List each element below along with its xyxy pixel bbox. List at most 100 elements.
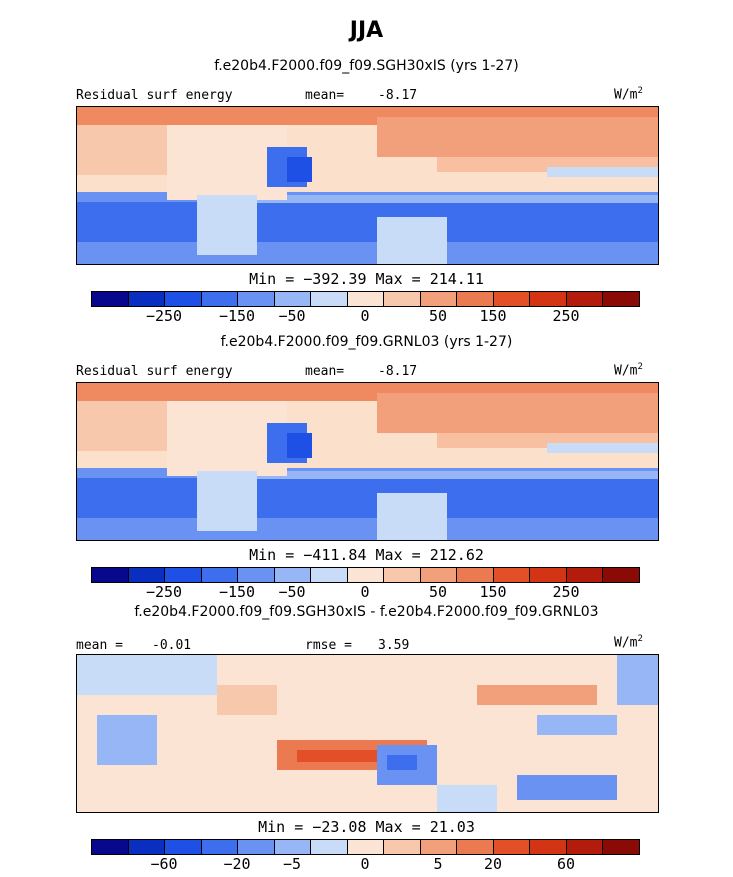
colorbar-swatch	[347, 840, 385, 854]
panel-3-mean-label: mean =	[76, 638, 123, 653]
panel-3-tick: 5	[433, 855, 443, 873]
panel-1-mean-value: -8.17	[378, 88, 418, 103]
panel-3-mean-value: -0.01	[152, 638, 192, 653]
colorbar-swatch	[530, 568, 567, 582]
units-exponent: 2	[637, 362, 643, 372]
panel-2-mean-label: mean=	[305, 364, 345, 379]
colorbar-swatch	[530, 840, 567, 854]
panel-3-map	[76, 654, 659, 813]
colorbar-swatch	[457, 568, 494, 582]
panel-3-units: W/m2	[614, 634, 643, 650]
colorbar-swatch	[274, 292, 312, 306]
units-exponent: 2	[637, 634, 643, 644]
colorbar-swatch	[92, 568, 129, 582]
colorbar-swatch	[274, 840, 312, 854]
colorbar-swatch	[347, 292, 385, 306]
panel-2-tick: 50	[428, 583, 448, 601]
panel-2-min-max: Min = −411.84 Max = 212.62	[249, 546, 484, 564]
colorbar-swatch	[493, 292, 531, 306]
panel-1-colorbar-ticks: −250 −150 −50 0 50 150 250	[91, 307, 640, 325]
panel-1-map	[76, 106, 659, 265]
panel-1-title: f.e20b4.F2000.f09_f09.SGH30xIS (yrs 1-27…	[214, 58, 519, 74]
panel-3-colorbar-ticks: −60 −20 −5 0 5 20 60	[91, 855, 640, 873]
panel-3-min-max: Min = −23.08 Max = 21.03	[258, 818, 475, 836]
units-text: W/m	[614, 87, 638, 103]
colorbar-swatch	[603, 840, 639, 854]
colorbar-swatch	[201, 292, 239, 306]
panel-2-tick: −50	[278, 583, 306, 601]
panel-2-title: f.e20b4.F2000.f09_f09.GRNL03 (yrs 1-27)	[220, 334, 513, 350]
panel-2-tick: −150	[218, 583, 256, 601]
panel-2-tick: 150	[479, 583, 507, 601]
colorbar-swatch	[165, 568, 202, 582]
panel-1-tick: 50	[428, 307, 448, 325]
colorbar-swatch	[493, 568, 531, 582]
colorbar-swatch	[566, 568, 604, 582]
colorbar-swatch	[165, 292, 202, 306]
panel-2-colorbar-ticks: −250 −150 −50 0 50 150 250	[91, 583, 640, 601]
panel-3-tick: 60	[556, 855, 576, 873]
panel-2-colorbar	[91, 567, 640, 583]
colorbar-swatch	[566, 840, 604, 854]
panel-1-mean-label: mean=	[305, 88, 345, 103]
panel-1-tick: 150	[479, 307, 507, 325]
colorbar-swatch	[201, 840, 239, 854]
colorbar-swatch	[493, 840, 531, 854]
panel-2-tick: 0	[360, 583, 370, 601]
panel-1-tick: −250	[145, 307, 183, 325]
panel-1-tick: −50	[278, 307, 306, 325]
colorbar-swatch	[238, 840, 275, 854]
units-text: W/m	[614, 635, 638, 651]
panel-3-title: f.e20b4.F2000.f09_f09.SGH30xIS - f.e20b4…	[134, 604, 599, 620]
panel-3-tick: −5	[282, 855, 302, 873]
colorbar-swatch	[238, 568, 275, 582]
panel-3-colorbar	[91, 839, 640, 855]
colorbar-swatch	[238, 292, 275, 306]
panel-3-tick: −20	[223, 855, 251, 873]
colorbar-swatch	[530, 292, 567, 306]
colorbar-swatch	[311, 292, 348, 306]
panel-3-rmse-label: rmse =	[305, 638, 352, 653]
panel-1-tick: −150	[218, 307, 256, 325]
page-title: JJA	[349, 18, 384, 43]
colorbar-swatch	[384, 840, 421, 854]
colorbar-swatch	[384, 568, 421, 582]
colorbar-swatch	[201, 568, 239, 582]
panel-1-tick: 250	[552, 307, 580, 325]
colorbar-swatch	[311, 840, 348, 854]
panel-3-tick: 20	[483, 855, 503, 873]
colorbar-swatch	[603, 292, 639, 306]
colorbar-swatch	[128, 840, 166, 854]
colorbar-swatch	[311, 568, 348, 582]
panel-1-variable-label: Residual surf energy	[76, 88, 233, 103]
colorbar-swatch	[128, 568, 166, 582]
colorbar-swatch	[420, 568, 458, 582]
panel-1-tick: 0	[360, 307, 370, 325]
panel-2-mean-value: -8.17	[378, 364, 418, 379]
colorbar-swatch	[165, 840, 202, 854]
colorbar-swatch	[128, 292, 166, 306]
panel-3-tick: −60	[150, 855, 178, 873]
colorbar-swatch	[274, 568, 312, 582]
panel-1-min-max: Min = −392.39 Max = 214.11	[249, 270, 484, 288]
colorbar-swatch	[603, 568, 639, 582]
colorbar-swatch	[457, 840, 494, 854]
panel-1-units: W/m2	[614, 86, 643, 102]
panel-3-tick: 0	[360, 855, 370, 873]
colorbar-swatch	[347, 568, 385, 582]
panel-2-tick: 250	[552, 583, 580, 601]
colorbar-swatch	[92, 840, 129, 854]
colorbar-swatch	[384, 292, 421, 306]
panel-3-rmse-value: 3.59	[378, 638, 410, 653]
panel-1-colorbar	[91, 291, 640, 307]
colorbar-swatch	[420, 292, 458, 306]
colorbar-swatch	[566, 292, 604, 306]
panel-2-map	[76, 382, 659, 541]
panel-2-units: W/m2	[614, 362, 643, 378]
panel-2-tick: −250	[145, 583, 183, 601]
units-exponent: 2	[637, 86, 643, 96]
colorbar-swatch	[457, 292, 494, 306]
panel-2-variable-label: Residual surf energy	[76, 364, 233, 379]
units-text: W/m	[614, 363, 638, 379]
colorbar-swatch	[92, 292, 129, 306]
